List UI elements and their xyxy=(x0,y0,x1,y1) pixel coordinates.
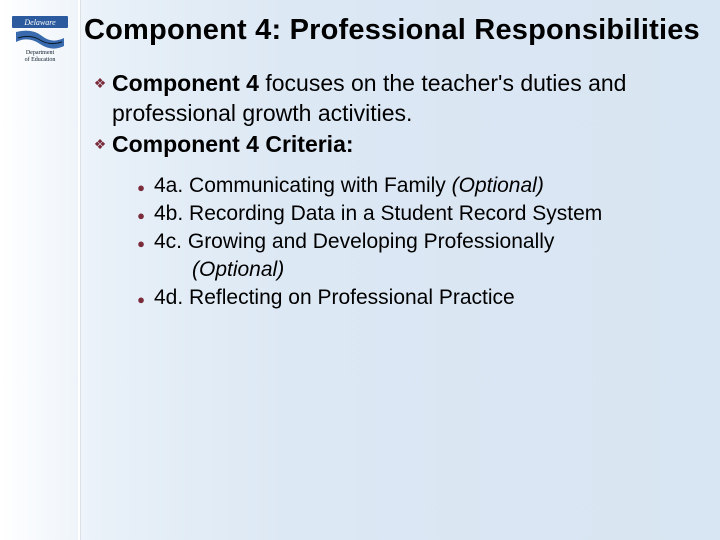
criteria-italic: (Optional) xyxy=(452,174,544,197)
slide-title: Component 4: Professional Responsibiliti… xyxy=(84,14,702,47)
criteria-item-2: 4c. Growing and Developing Professionall… xyxy=(154,228,702,283)
criteria-item-3: 4d. Reflecting on Professional Practice xyxy=(154,284,702,311)
criteria-text: Growing and Developing Professionally xyxy=(188,230,555,253)
logo: Delaware Department of Education xyxy=(12,16,68,64)
criteria-text: Recording Data in a Student Record Syste… xyxy=(189,202,602,225)
criteria-text: Reflecting on Professional Practice xyxy=(189,286,515,309)
dot-bullet-icon: ● xyxy=(134,209,148,222)
dot-bullet-icon: ● xyxy=(134,293,148,306)
body-block: ❖ Component 4 focuses on the teacher's d… xyxy=(84,69,702,311)
criteria-item-1: 4b. Recording Data in a Student Record S… xyxy=(154,200,702,227)
list-item: ● 4d. Reflecting on Professional Practic… xyxy=(134,284,702,311)
criteria-label: 4b. xyxy=(154,202,183,225)
dot-bullet-icon: ● xyxy=(134,181,148,194)
vertical-divider xyxy=(78,0,80,540)
criteria-list: ● 4a. Communicating with Family (Optiona… xyxy=(92,172,702,311)
criteria-heading-text: Component 4 Criteria: xyxy=(112,131,354,157)
criteria-italic: (Optional) xyxy=(192,258,284,281)
logo-bottom-text-1: Department xyxy=(26,50,55,56)
slide-content: Component 4: Professional Responsibiliti… xyxy=(84,14,702,312)
criteria-heading: Component 4 Criteria: xyxy=(112,130,702,159)
criteria-item-0: 4a. Communicating with Family (Optional) xyxy=(154,172,702,199)
diamond-bullet-icon: ❖ xyxy=(92,137,108,151)
criteria-label: 4d. xyxy=(154,286,183,309)
criteria-label: 4a. xyxy=(154,174,183,197)
logo-top-text: Delaware xyxy=(23,18,56,27)
intro-text: Component 4 focuses on the teacher's dut… xyxy=(112,69,702,128)
list-item: ● 4b. Recording Data in a Student Record… xyxy=(134,200,702,227)
diamond-bullet-icon: ❖ xyxy=(92,76,108,90)
logo-bottom-text-2: of Education xyxy=(25,56,56,63)
criteria-heading-row: ❖ Component 4 Criteria: xyxy=(92,130,702,159)
criteria-text: Communicating with Family xyxy=(189,174,452,197)
intro-bold: Component 4 xyxy=(112,70,259,96)
dot-bullet-icon: ● xyxy=(134,237,148,250)
intro-row: ❖ Component 4 focuses on the teacher's d… xyxy=(92,69,702,128)
criteria-label: 4c. xyxy=(154,230,182,253)
list-item: ● 4a. Communicating with Family (Optiona… xyxy=(134,172,702,199)
list-item: ● 4c. Growing and Developing Professiona… xyxy=(134,228,702,283)
